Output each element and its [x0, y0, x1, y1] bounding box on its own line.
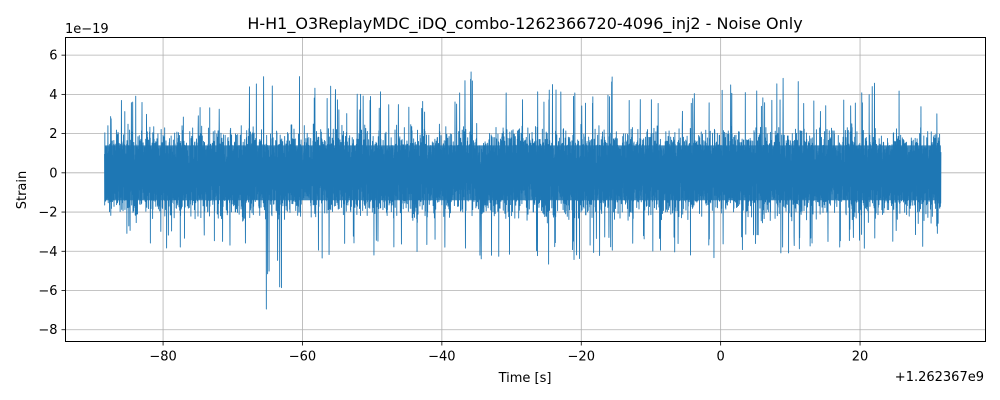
y-axis-label: Strain: [15, 171, 30, 210]
x-axis-label: Time [s]: [498, 371, 552, 386]
x-axis-ticks: −80 −60 −40 −20 0 20: [149, 341, 869, 365]
x-tick-label: −40: [428, 350, 455, 365]
x-tick-label: −80: [149, 350, 176, 365]
x-tick-label: −60: [289, 350, 316, 365]
y-tick-label: 2: [49, 127, 57, 142]
plot-frame: [65, 37, 986, 342]
y-axis-ticks: −8 −6 −4 −2 0 2 4 6: [38, 49, 66, 338]
y-tick-label: 4: [49, 88, 57, 103]
y-tick-label: −6: [38, 284, 57, 299]
y-tick-label: −2: [38, 206, 57, 221]
series-noise-strain: [104, 71, 942, 310]
strain-core-band: [104, 145, 941, 201]
y-tick-label: 6: [49, 49, 57, 64]
y-tick-label: −4: [38, 245, 57, 260]
y-scale-label: 1e−19: [65, 22, 109, 37]
y-tick-label: 0: [49, 166, 57, 181]
y-tick-label: −8: [38, 323, 57, 338]
x-tick-label: 20: [852, 350, 869, 365]
x-tick-label: −20: [568, 350, 595, 365]
x-tick-label: 0: [717, 350, 725, 365]
x-offset-label: +1.262367e9: [895, 370, 984, 385]
chart-title: H-H1_O3ReplayMDC_iDQ_combo-1262366720-40…: [247, 14, 802, 34]
